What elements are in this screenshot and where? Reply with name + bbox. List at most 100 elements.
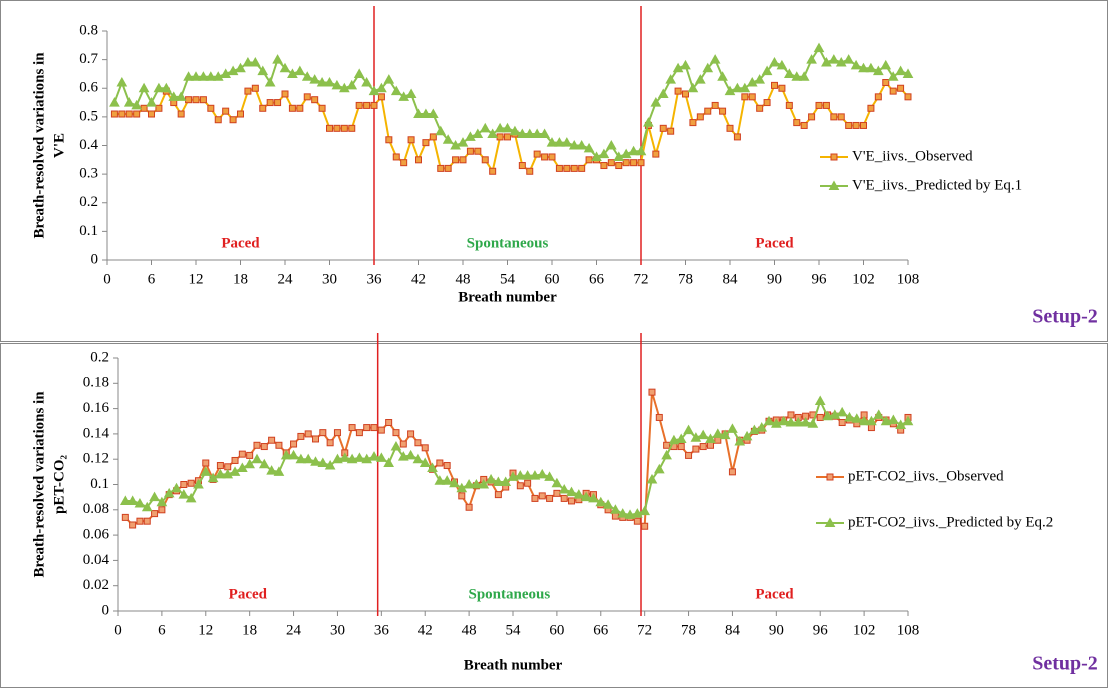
data-point <box>880 415 892 426</box>
data-point <box>427 108 439 119</box>
data-point <box>109 97 120 107</box>
data-point <box>310 456 321 466</box>
data-point <box>220 68 232 78</box>
data-point <box>852 121 860 129</box>
data-point <box>316 77 328 87</box>
data-point <box>792 416 804 427</box>
data-point <box>392 429 400 437</box>
data-point <box>375 452 387 462</box>
data-point <box>727 423 738 433</box>
data-point <box>518 162 526 170</box>
x-tick-label: 24 <box>286 622 302 638</box>
data-point <box>183 71 194 81</box>
data-point <box>437 164 445 172</box>
data-point <box>814 395 826 406</box>
data-point <box>500 476 512 486</box>
data-point <box>741 430 753 441</box>
data-point <box>264 77 276 87</box>
y-tick-label: 0.08 <box>83 501 109 517</box>
data-point <box>205 71 217 81</box>
data-point <box>400 159 408 167</box>
data-point <box>683 424 694 435</box>
y-tick-label: 0.2 <box>79 194 98 210</box>
data-point <box>541 153 549 161</box>
y-tick-label: 0.5 <box>79 108 98 124</box>
data-point <box>595 496 607 507</box>
data-point <box>714 436 722 444</box>
data-point <box>858 415 870 426</box>
data-point <box>156 496 168 507</box>
x-tick-label: 18 <box>233 271 248 287</box>
data-point <box>507 471 519 481</box>
data-point <box>692 445 700 453</box>
x-tick-label: 84 <box>723 271 739 287</box>
data-point <box>333 124 341 132</box>
data-point <box>724 85 736 96</box>
setup-label: Setup-2 <box>1032 306 1098 328</box>
data-point <box>207 104 215 112</box>
data-point <box>153 82 165 93</box>
data-point <box>414 439 422 447</box>
data-point <box>667 127 675 135</box>
data-point <box>563 164 571 172</box>
data-point <box>822 101 830 109</box>
data-point <box>370 424 378 432</box>
y-tick-label: 0.16 <box>83 400 110 416</box>
y-tick-label: 0 <box>102 602 110 618</box>
legend-label: V'E_iivs._Predicted by Eq.1 <box>852 177 1022 193</box>
x-tick-label: 12 <box>198 622 213 638</box>
x-tick-label: 96 <box>813 622 829 638</box>
data-point <box>319 429 327 437</box>
data-point <box>551 477 563 488</box>
data-point <box>185 492 197 503</box>
data-point <box>546 494 554 502</box>
data-point <box>655 413 663 421</box>
data-point <box>309 74 321 84</box>
data-point <box>522 470 533 480</box>
x-tick-label: 72 <box>634 271 649 287</box>
data-point <box>133 110 141 118</box>
data-point <box>302 453 314 464</box>
legend-label: V'E_iivs._Observed <box>852 148 973 164</box>
y-tick-label: 0.4 <box>79 137 98 153</box>
data-point <box>838 419 846 427</box>
data-point <box>643 117 654 127</box>
data-point <box>719 429 731 440</box>
data-point <box>465 131 476 141</box>
data-point <box>719 107 727 115</box>
data-point <box>682 90 689 98</box>
data-point <box>339 452 351 462</box>
data-point <box>273 466 285 476</box>
data-point <box>554 137 565 147</box>
data-point <box>617 508 629 518</box>
data-point <box>633 517 641 525</box>
x-tick-label: 6 <box>158 622 166 638</box>
data-point <box>652 150 660 158</box>
data-point <box>148 110 155 118</box>
x-tick-label: 78 <box>678 271 693 287</box>
data-point <box>895 419 907 430</box>
data-point <box>281 90 289 98</box>
data-point <box>370 101 378 109</box>
data-point <box>591 151 602 161</box>
y-tick-label: 0.8 <box>79 22 98 38</box>
data-point <box>185 96 193 104</box>
data-point <box>605 139 617 150</box>
data-point <box>496 133 504 141</box>
data-point <box>405 88 417 98</box>
data-point <box>238 450 246 458</box>
data-point <box>815 101 823 109</box>
data-point <box>397 451 409 461</box>
data-point <box>598 148 610 159</box>
data-point <box>694 74 706 84</box>
data-point <box>659 124 667 132</box>
data-point <box>902 68 914 78</box>
data-point <box>865 62 877 73</box>
data-point <box>709 54 721 64</box>
x-tick-label: 66 <box>593 622 609 638</box>
data-point <box>207 472 219 483</box>
data-point <box>539 128 550 139</box>
legend-marker <box>824 517 836 527</box>
data-point <box>324 77 335 87</box>
data-point <box>867 104 875 112</box>
